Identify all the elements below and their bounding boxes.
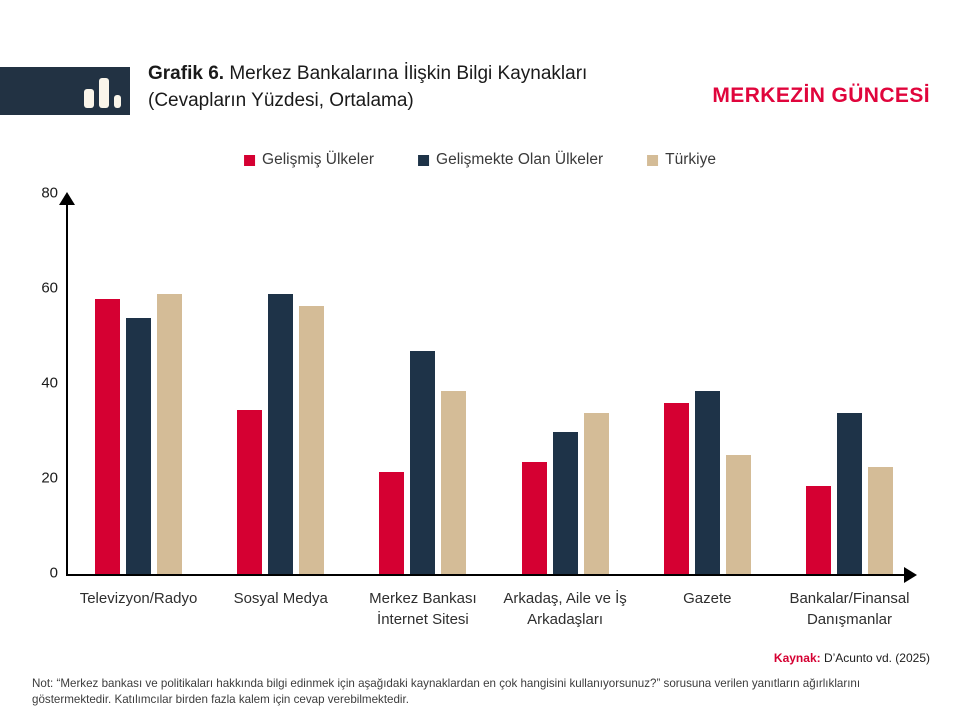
- legend-swatch-red: [244, 154, 256, 166]
- bar-gelismis-4: [663, 403, 689, 574]
- footnote: Not: “Merkez bankası ve politikaları hak…: [32, 677, 861, 706]
- y-tick-label: 20: [41, 469, 58, 487]
- bar-gelismis-1: [237, 410, 263, 574]
- chart-subtitle: (Cevapların Yüzdesi, Ortalama): [148, 90, 414, 111]
- chart-title-text: Merkez Bankalarına İlişkin Bilgi Kaynakl…: [224, 63, 588, 84]
- bar-gelismekte-5: [837, 412, 862, 574]
- bar-gelismis-0: [95, 298, 120, 574]
- y-tick-label: 0: [49, 564, 58, 582]
- legend-label: Türkiye: [665, 151, 716, 168]
- chart-title-number: Grafik 6.: [148, 63, 225, 84]
- bar-gelismis-2: [379, 471, 405, 574]
- legend-item-gelismis-ulkeler: Gelişmiş Ülkeler: [244, 151, 374, 169]
- bar-gelismekte-3: [552, 431, 578, 574]
- x-axis: [66, 574, 906, 576]
- x-axis-category-label: Merkez Bankası İnternet Sitesi: [369, 590, 477, 628]
- y-tick-label: 60: [41, 279, 58, 297]
- source-line: Kaynak: D’Acunto vd. (2025): [774, 651, 930, 665]
- brand-wordmark: MERKEZİN GÜNCESİ: [712, 84, 930, 107]
- x-axis-category-label: Arkadaş, Aile ve İş Arkadaşları: [503, 590, 627, 628]
- legend-item-turkiye: Türkiye: [647, 151, 716, 169]
- bar-turkiye-1: [299, 305, 325, 574]
- bar-turkiye-4: [725, 455, 751, 574]
- y-tick-label: 40: [41, 374, 58, 392]
- legend-swatch-navy: [418, 154, 430, 166]
- bar-gelismekte-2: [410, 350, 436, 574]
- x-axis-category-label: Gazete: [683, 590, 732, 607]
- legend-label: Gelişmekte Olan Ülkeler: [436, 151, 604, 168]
- legend-item-gelismekte-olan-ulkeler: Gelişmekte Olan Ülkeler: [418, 151, 603, 169]
- bar-turkiye-0: [157, 293, 182, 574]
- bar-gelismekte-0: [126, 317, 151, 574]
- x-axis-category-label: Televizyon/Radyo: [79, 590, 198, 607]
- bar-gelismis-5: [806, 486, 831, 574]
- x-axis-category-label: Sosyal Medya: [233, 590, 328, 607]
- y-axis-arrow: [59, 192, 75, 205]
- source-label: Kaynak:: [773, 651, 821, 665]
- legend-swatch-tan: [647, 154, 659, 166]
- source-text: D’Acunto vd. (2025): [820, 651, 930, 665]
- x-axis-arrow: [904, 567, 917, 583]
- legend-label: Gelişmiş Ülkeler: [262, 151, 375, 168]
- bar-gelismekte-1: [268, 293, 294, 574]
- blog-logo: [0, 67, 130, 115]
- x-axis-category-label: Bankalar/Finansal Danışmanlar: [789, 590, 910, 628]
- bar-turkiye-5: [868, 467, 893, 574]
- bar-gelismekte-4: [694, 391, 720, 574]
- chart-title: Grafik 6. Merkez Bankalarına İlişkin Bil…: [148, 60, 587, 114]
- chart-legend: Gelişmiş Ülkeler Gelişmekte Olan Ülkeler…: [244, 151, 716, 169]
- bar-chart-icon: [84, 78, 121, 108]
- bar-gelismis-3: [521, 462, 547, 574]
- bar-turkiye-2: [441, 391, 467, 574]
- y-tick-label: 80: [41, 184, 58, 202]
- bar-turkiye-3: [583, 412, 609, 574]
- y-axis: [66, 202, 68, 575]
